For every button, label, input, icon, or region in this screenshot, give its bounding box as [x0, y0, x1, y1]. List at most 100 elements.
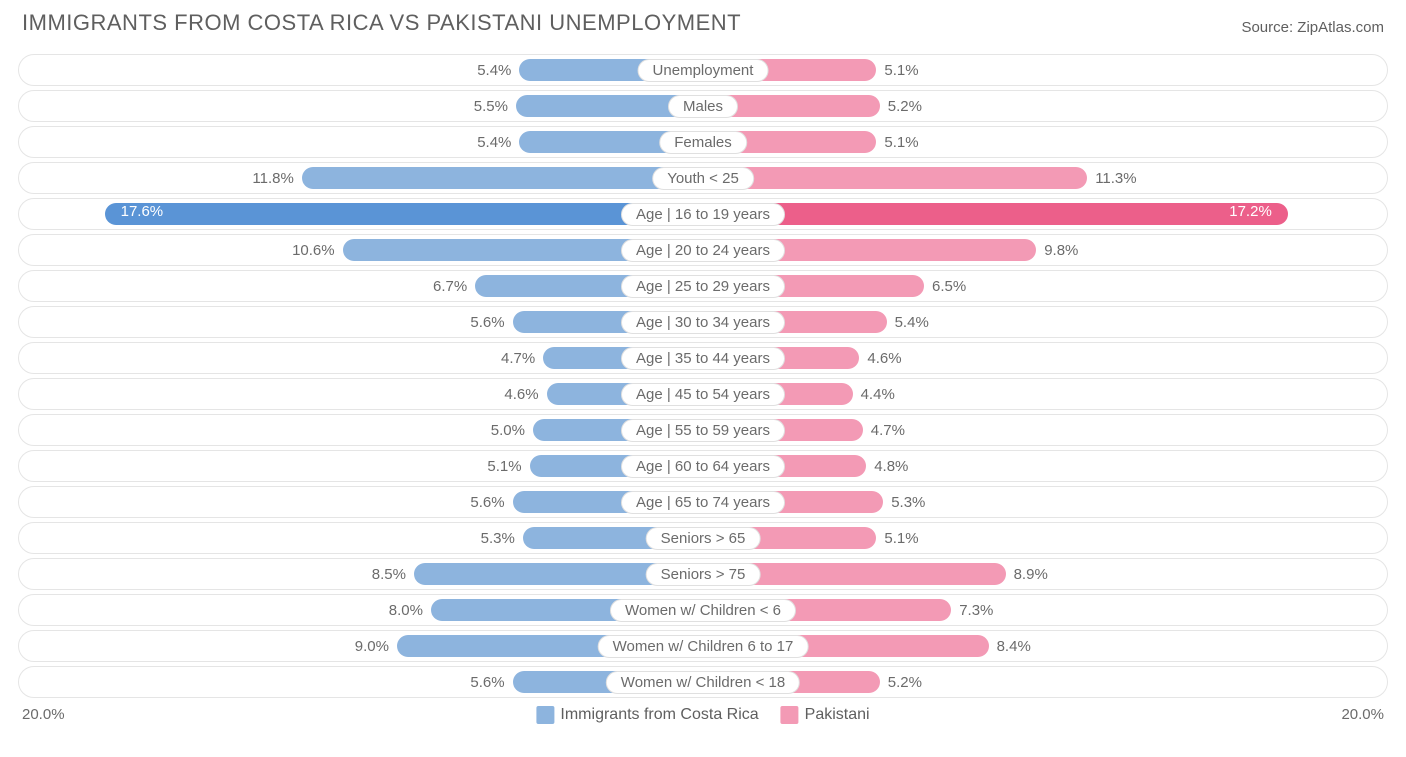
- value-right: 5.3%: [883, 494, 933, 511]
- chart-row: 6.7% 6.5% Age | 25 to 29 years: [18, 270, 1388, 302]
- row-left-half: 17.6%: [23, 199, 703, 229]
- chart-row: 5.5% 5.2% Males: [18, 90, 1388, 122]
- row-left-half: 4.6%: [23, 379, 703, 409]
- category-label: Females: [659, 131, 747, 154]
- row-right-half: 6.5%: [703, 271, 1383, 301]
- row-left-half: 4.7%: [23, 343, 703, 373]
- legend-swatch-right: [781, 706, 799, 724]
- legend-item-left: Immigrants from Costa Rica: [536, 706, 758, 724]
- row-left-half: 5.6%: [23, 307, 703, 337]
- value-right: 5.1%: [876, 134, 926, 151]
- chart-source: Source: ZipAtlas.com: [1241, 19, 1384, 36]
- row-left-half: 5.0%: [23, 415, 703, 445]
- category-label: Males: [668, 95, 738, 118]
- row-right-half: 4.4%: [703, 379, 1383, 409]
- value-left: 6.7%: [425, 278, 475, 295]
- category-label: Seniors > 65: [646, 527, 761, 550]
- chart-row: 5.4% 5.1%Unemployment: [18, 54, 1388, 86]
- legend-item-right: Pakistani: [781, 706, 870, 724]
- value-right: 4.7%: [863, 422, 913, 439]
- value-right: 5.2%: [880, 98, 930, 115]
- value-left: 5.1%: [479, 458, 529, 475]
- value-right: 6.5%: [924, 278, 974, 295]
- category-label: Age | 35 to 44 years: [621, 347, 785, 370]
- category-label: Age | 20 to 24 years: [621, 239, 785, 262]
- chart-row: 4.6%4.4%Age | 45 to 54 years: [18, 378, 1388, 410]
- value-left: 5.4%: [469, 134, 519, 151]
- chart-row: 4.7% 4.6%Age | 35 to 44 years: [18, 342, 1388, 374]
- category-label: Age | 65 to 74 years: [621, 491, 785, 514]
- row-left-half: 5.3%: [23, 523, 703, 553]
- chart-row: 5.0% 4.7% Age | 55 to 59 years: [18, 414, 1388, 446]
- row-right-half: 11.3%: [703, 163, 1383, 193]
- bar-left: 17.6%: [105, 203, 703, 225]
- legend: Immigrants from Costa Rica Pakistani: [536, 706, 869, 724]
- legend-label-right: Pakistani: [805, 706, 870, 724]
- value-left: 10.6%: [284, 242, 343, 259]
- category-label: Age | 55 to 59 years: [621, 419, 785, 442]
- value-left: 5.6%: [462, 674, 512, 691]
- chart-row: 9.0% 8.4% Women w/ Children 6 to 17: [18, 630, 1388, 662]
- row-right-half: 5.4%: [703, 307, 1383, 337]
- value-right: 11.3%: [1087, 170, 1144, 187]
- value-right: 5.4%: [887, 314, 937, 331]
- value-left: 8.0%: [381, 602, 431, 619]
- value-left: 17.6%: [111, 203, 174, 220]
- row-right-half: 4.7%: [703, 415, 1383, 445]
- chart-row: 17.6%17.2%Age | 16 to 19 years: [18, 198, 1388, 230]
- diverging-bar-chart: 5.4%5.1%Unemployment5.5%5.2%Males5.4%5.1…: [18, 54, 1388, 698]
- row-right-half: 4.8%: [703, 451, 1383, 481]
- chart-row: 5.3% 5.1% Seniors > 65: [18, 522, 1388, 554]
- chart-row: 10.6% 9.8% Age | 20 to 24 years: [18, 234, 1388, 266]
- chart-row: 5.6% 5.2% Women w/ Children < 18: [18, 666, 1388, 698]
- row-right-half: 5.1%: [703, 127, 1383, 157]
- category-label: Women w/ Children < 18: [606, 671, 800, 694]
- value-left: 4.6%: [496, 386, 546, 403]
- value-left: 9.0%: [347, 638, 397, 655]
- value-left: 5.6%: [462, 314, 512, 331]
- value-right: 9.8%: [1036, 242, 1086, 259]
- row-left-half: 5.4%: [23, 127, 703, 157]
- legend-label-left: Immigrants from Costa Rica: [560, 706, 758, 724]
- axis-right-label: 20.0%: [1341, 706, 1384, 723]
- category-label: Women w/ Children 6 to 17: [598, 635, 809, 658]
- chart-row: 5.4% 5.1% Females: [18, 126, 1388, 158]
- row-right-half: 5.3%: [703, 487, 1383, 517]
- row-left-half: 5.6%: [23, 667, 703, 697]
- value-right: 8.4%: [989, 638, 1039, 655]
- axis-left-label: 20.0%: [22, 706, 65, 723]
- value-left: 5.0%: [483, 422, 533, 439]
- row-right-half: 5.2%: [703, 91, 1383, 121]
- value-right: 8.9%: [1006, 566, 1056, 583]
- row-left-half: 8.0%: [23, 595, 703, 625]
- category-label: Seniors > 75: [646, 563, 761, 586]
- row-right-half: 8.9%: [703, 559, 1383, 589]
- value-left: 8.5%: [364, 566, 414, 583]
- bar-right: 17.2%: [703, 203, 1288, 225]
- chart-row: 5.6%5.3%Age | 65 to 74 years: [18, 486, 1388, 518]
- value-right: 5.2%: [880, 674, 930, 691]
- row-left-half: 11.8%: [23, 163, 703, 193]
- value-right: 4.8%: [866, 458, 916, 475]
- row-left-half: 5.1%: [23, 451, 703, 481]
- category-label: Women w/ Children < 6: [610, 599, 796, 622]
- row-right-half: 7.3%: [703, 595, 1383, 625]
- category-label: Age | 25 to 29 years: [621, 275, 785, 298]
- value-left: 11.8%: [244, 170, 301, 187]
- category-label: Age | 60 to 64 years: [621, 455, 785, 478]
- value-right: 5.1%: [876, 530, 926, 547]
- bar-left: [302, 167, 703, 189]
- row-right-half: 5.1%: [703, 55, 1383, 85]
- bar-right: [703, 167, 1087, 189]
- chart-row: 11.8%11.3%Youth < 25: [18, 162, 1388, 194]
- value-right: 4.4%: [853, 386, 903, 403]
- row-left-half: 5.4%: [23, 55, 703, 85]
- value-left: 5.4%: [469, 62, 519, 79]
- value-left: 4.7%: [493, 350, 543, 367]
- chart-header: IMMIGRANTS FROM COSTA RICA VS PAKISTANI …: [18, 10, 1388, 36]
- row-right-half: 4.6%: [703, 343, 1383, 373]
- row-left-half: 8.5%: [23, 559, 703, 589]
- category-label: Unemployment: [638, 59, 769, 82]
- chart-row: 5.1% 4.8% Age | 60 to 64 years: [18, 450, 1388, 482]
- row-left-half: 5.5%: [23, 91, 703, 121]
